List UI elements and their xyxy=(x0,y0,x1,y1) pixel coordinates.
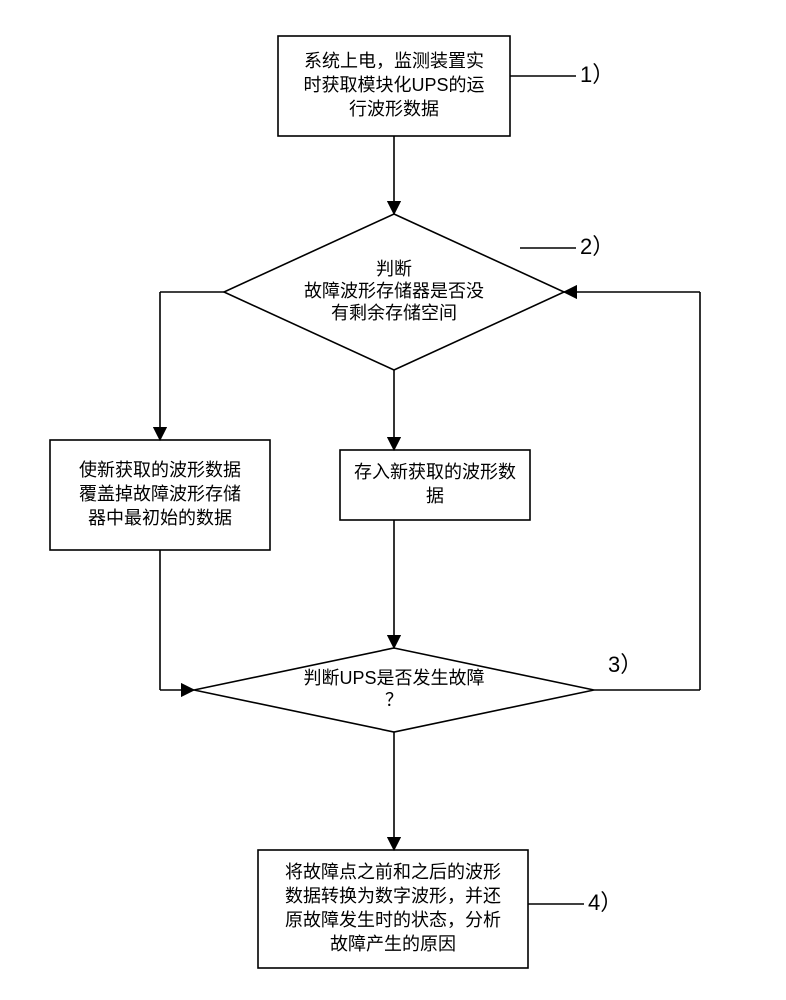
process-box-1-text-line: 时获取模块化UPS的运 xyxy=(303,75,484,95)
step-label-2: 2） xyxy=(580,234,614,259)
decision-diamond-2-text-line: 判断 xyxy=(376,259,412,279)
process-box-4-text-line: 将故障点之前和之后的波形 xyxy=(285,862,501,882)
decision-diamond-3-text-line: ？ xyxy=(385,690,403,710)
process-box-4-text-line: 数据转换为数字波形，并还 xyxy=(285,886,501,906)
process-box-store-text-line: 存入新获取的波形数 xyxy=(354,462,516,482)
step-label-1: 1） xyxy=(580,62,614,87)
process-box-4-text-line: 故障产生的原因 xyxy=(330,934,456,954)
step-label-3: 3） xyxy=(608,652,642,677)
process-box-overwrite-text-line: 使新获取的波形数据 xyxy=(79,460,241,480)
decision-diamond-2-text-line: 有剩余存储空间 xyxy=(331,303,457,323)
decision-diamond-2-text-line: 故障波形存储器是否没 xyxy=(304,281,484,301)
process-box-overwrite-text-line: 器中最初始的数据 xyxy=(88,508,232,528)
decision-diamond-3-text-line: 判断UPS是否发生故障 xyxy=(303,668,484,688)
process-box-1-text-line: 系统上电，监测装置实 xyxy=(304,51,484,71)
process-box-store-text-line: 据 xyxy=(426,486,444,506)
process-box-overwrite-text-line: 覆盖掉故障波形存储 xyxy=(79,484,241,504)
process-box-4-text-line: 原故障发生时的状态，分析 xyxy=(285,910,501,930)
step-label-4: 4） xyxy=(588,890,622,915)
process-box-1-text-line: 行波形数据 xyxy=(349,99,439,119)
